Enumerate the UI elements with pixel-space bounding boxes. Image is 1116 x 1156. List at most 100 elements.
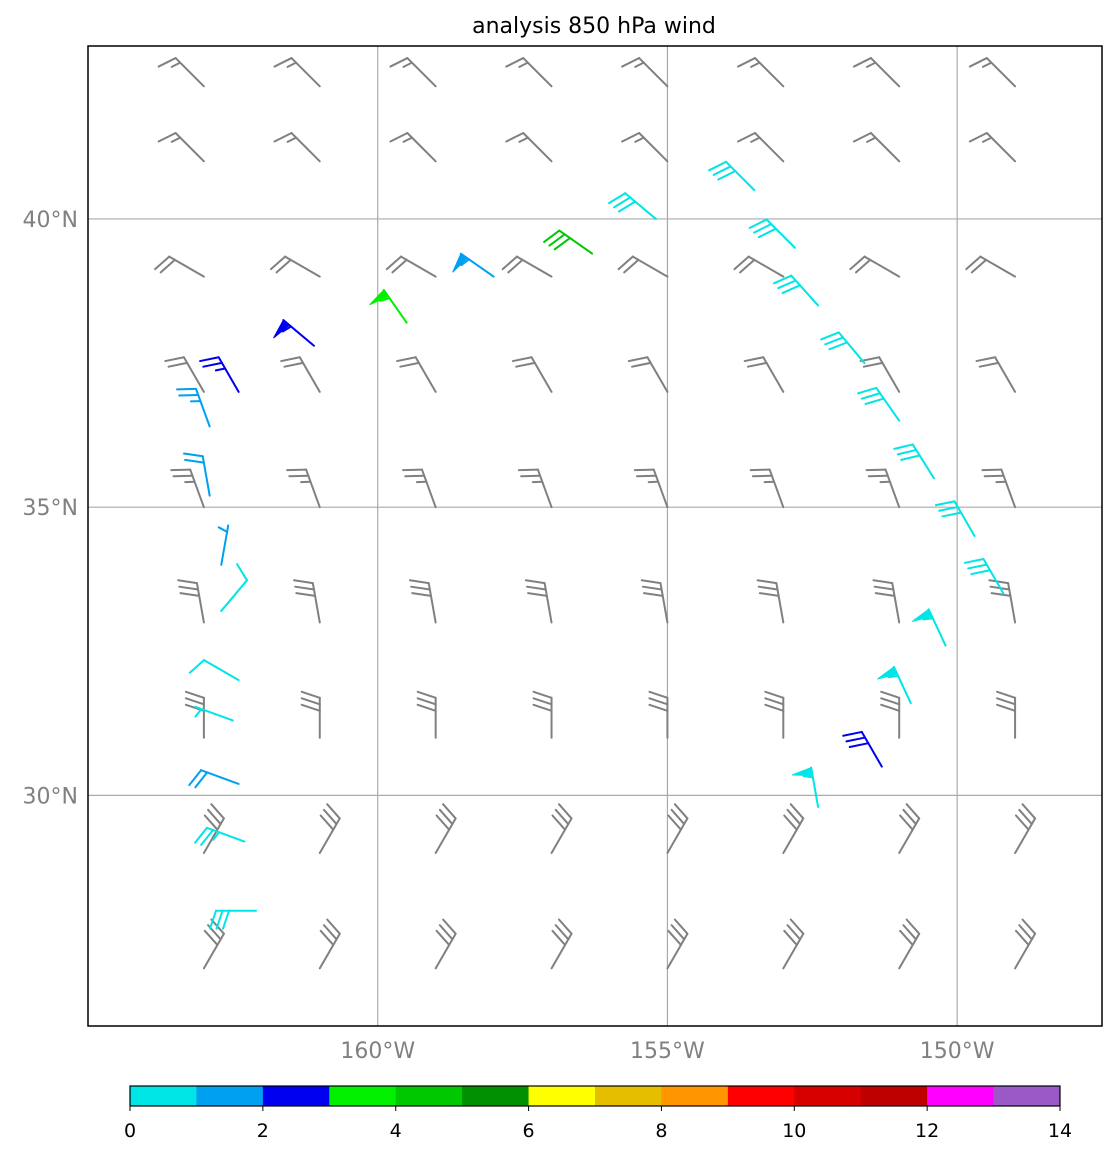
lat-tick-label: 40°N [23,208,78,233]
lon-tick-label: 160°W [340,1039,415,1064]
colorbar-tick-label: 14 [1048,1120,1072,1142]
background-wind-barb [505,57,553,88]
background-wind-barb [164,356,205,393]
background-wind-barb [852,132,901,163]
background-wind-barb [627,356,669,393]
map-title: analysis 850 hPa wind [472,14,716,39]
background-wind-barb [640,579,669,624]
background-wind-barb [756,579,785,624]
highlight-wind-barb [452,252,495,278]
highlight-wind-barb [877,665,912,705]
colorbar-tick-label: 10 [782,1120,806,1142]
wind-barbs [154,57,1037,970]
background-wind-barb [880,690,901,739]
lon-tick-label: 155°W [630,1039,705,1064]
background-wind-barb [157,132,205,163]
background-wind-barb [965,255,1017,278]
background-wind-barb [154,255,205,278]
highlight-wind-barb [543,229,594,255]
background-wind-barb [511,356,553,393]
colorbar-frame [129,1085,1061,1107]
background-wind-barb [749,468,785,509]
background-wind-barb [1014,918,1037,970]
background-wind-barb [434,918,457,970]
background-wind-barb [733,255,785,278]
background-wind-barb [434,803,457,855]
colorbar-tick-label: 8 [655,1120,667,1142]
colorbar-segment [196,1086,264,1106]
background-wind-barb [666,918,689,970]
background-wind-barb [505,132,553,163]
highlight-wind-barb [209,909,258,930]
background-wind-barb [532,690,553,739]
background-wind-barb [177,579,205,624]
background-wind-barb [898,918,921,970]
background-wind-barb [273,57,321,88]
colorbar-tick-label: 2 [257,1120,269,1142]
lat-tick-label: 30°N [23,784,78,809]
background-wind-barb [865,468,901,509]
background-wind-barb [416,690,437,739]
background-wind-barb [408,579,437,624]
gridlines [88,46,1102,1026]
highlight-wind-barb [791,766,820,808]
highlight-wind-barb [188,769,240,789]
colorbar-segment [462,1086,530,1106]
colorbar-segment [528,1086,596,1106]
highlight-wind-barb [911,608,947,647]
background-wind-barb [550,803,573,855]
highlight-wind-barb [963,558,1005,595]
colorbar-tick-label: 6 [523,1120,535,1142]
background-wind-barb [385,255,437,278]
background-wind-barb [737,132,785,163]
colorbar-segment [661,1086,729,1106]
background-wind-barb [621,57,669,88]
background-wind-barb [975,356,1017,393]
background-wind-barb [550,918,573,970]
background-wind-barb [852,57,901,88]
background-wind-barb [318,918,341,970]
background-wind-barb [782,803,805,855]
background-wind-barb [170,468,205,509]
background-wind-barb [517,468,553,509]
background-wind-barb [293,579,321,624]
lat-tick-label: 35°N [23,496,78,521]
highlight-wind-barb [176,387,211,428]
background-wind-barb [402,468,437,509]
colorbar-segment [927,1086,995,1106]
highlight-wind-barb [182,452,211,497]
highlight-wind-barb [199,356,240,393]
highlight-wind-barb [820,331,866,365]
background-wind-barb [968,132,1017,163]
highlight-wind-barb [857,386,901,422]
background-wind-barb [988,579,1017,624]
longitude-labels: 160°W 155°W 150°W [340,1039,994,1064]
background-wind-barb [1014,803,1037,855]
background-wind-barb [981,468,1017,509]
background-wind-barb [617,255,669,278]
background-wind-barb [273,132,321,163]
highlight-wind-barb [708,160,756,192]
highlight-wind-barb [188,659,240,682]
background-wind-barb [524,579,553,624]
background-wind-barb [737,57,785,88]
colorbar-segment [329,1086,397,1106]
colorbar-segment [860,1086,928,1106]
background-wind-barb [648,690,669,739]
highlight-wind-barb [273,319,315,347]
colorbar-segment [595,1086,662,1106]
colorbar-tick-label: 12 [915,1120,939,1142]
background-wind-barb [280,356,321,393]
colorbar-tick-label: 0 [124,1120,136,1142]
highlight-wind-barb [893,443,935,480]
background-wind-barb [996,690,1017,739]
background-wind-barb [389,132,437,163]
highlight-wind-barb [842,730,883,768]
highlight-wind-barb [934,500,976,537]
background-wind-barb [621,132,669,163]
background-wind-barb [898,803,921,855]
colorbar-segment [794,1086,862,1106]
highlight-wind-barb [748,218,796,249]
